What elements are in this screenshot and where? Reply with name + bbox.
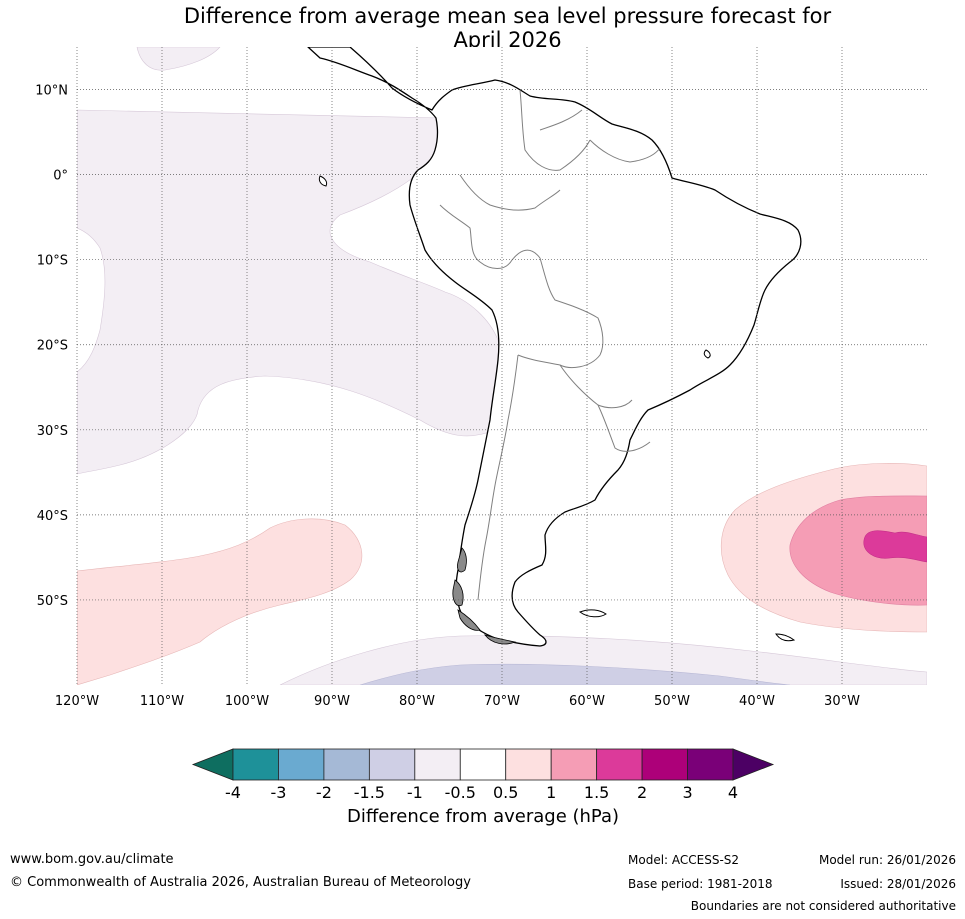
boundaries-disclaimer: Boundaries are not considered authoritat…: [690, 899, 956, 913]
lon-tick-label: 50°W: [654, 694, 690, 709]
anomaly-region-minus-1-5-south: [359, 663, 791, 685]
model-name: Model: ACCESS-S2: [628, 853, 740, 867]
base-period: Base period: 1981-2018: [628, 877, 773, 891]
colorbar-tick: -1: [407, 783, 423, 802]
lat-tick-label: 20°S: [37, 339, 68, 354]
anomaly-region-positive-west: [77, 518, 363, 685]
lat-tick-label: 0°: [53, 169, 68, 184]
colorbar-tick: 3: [682, 783, 692, 802]
map-panel: [77, 47, 927, 685]
lat-tick-label: 30°S: [37, 424, 68, 439]
lat-tick-label: 40°S: [37, 509, 68, 524]
longitude-labels: 120°W 110°W 100°W 90°W 80°W 70°W 60°W 50°W 40°W 3…: [55, 694, 860, 709]
country-boundaries: [439, 89, 661, 601]
copyright-text: © Commonwealth of Australia 2026, Austra…: [10, 875, 471, 890]
colorbar-tick: 4: [728, 783, 738, 802]
colorbar-bin: [596, 748, 643, 781]
colorbar-bin: [278, 748, 325, 781]
lon-tick-label: 80°W: [399, 694, 435, 709]
lat-tick-label: 50°S: [37, 594, 68, 609]
anomaly-region-negative-west: [77, 109, 500, 475]
lon-tick-label: 30°W: [824, 694, 860, 709]
colorbar-title: Difference from average (hPa): [346, 806, 620, 827]
lat-tick-label: 10°S: [37, 254, 68, 269]
south-america-landmass: [307, 47, 802, 647]
lon-tick-label: 90°W: [314, 694, 350, 709]
colorbar-tick: -4: [225, 783, 241, 802]
title-line-1: Difference from average mean sea level p…: [183, 4, 832, 28]
colorbar-tick: -0.5: [445, 783, 476, 802]
colorbar-tick-labels: -4 -3 -2 -1.5 -1 -0.5 0.5 1 1.5 2 3 4: [225, 783, 738, 802]
lon-tick-label: 120°W: [55, 694, 99, 709]
latitude-labels: 10°N 0° 10°S 20°S 30°S 40°S 50°S: [35, 84, 68, 609]
issued-date: Issued: 28/01/2026: [840, 877, 956, 891]
colorbar-tick: 0.5: [493, 783, 518, 802]
colorbar-bin: [687, 748, 734, 781]
colorbar-bin: [505, 748, 552, 781]
colorbar: [191, 748, 775, 781]
lat-tick-label: 10°N: [35, 84, 68, 99]
graticule: [76, 47, 927, 685]
anomaly-region-positive-east-2: [863, 530, 927, 563]
colorbar-high-extend: [732, 748, 775, 781]
colorbar-bin: [550, 748, 598, 781]
colorbar-bin: [323, 748, 370, 781]
website-link[interactable]: www.bom.gov.au/climate: [10, 852, 174, 867]
anomaly-region-positive-east-1-5: [789, 495, 927, 606]
lon-tick-label: 70°W: [484, 694, 520, 709]
colorbar-tick: -3: [270, 783, 286, 802]
lon-tick-label: 110°W: [140, 694, 184, 709]
colorbar-tick: 2: [637, 783, 647, 802]
coastal-details: [318, 175, 796, 642]
model-run-date: Model run: 26/01/2026: [818, 853, 956, 867]
colorbar-tick: 1.5: [584, 783, 609, 802]
colorbar-bin: [232, 748, 279, 781]
lon-tick-label: 40°W: [739, 694, 775, 709]
map-title: Difference from average mean sea level p…: [140, 4, 875, 52]
colorbar-low-extend: [191, 748, 234, 781]
colorbar-bin: [368, 748, 416, 781]
lon-tick-label: 100°W: [225, 694, 269, 709]
colorbar-tick: -1.5: [354, 783, 385, 802]
lon-tick-label: 60°W: [569, 694, 605, 709]
colorbar-tick: 1: [546, 783, 556, 802]
colorbar-tick: -2: [316, 783, 332, 802]
colorbar-bin: [641, 748, 688, 781]
colorbar-bin: [459, 748, 507, 781]
colorbar-bin: [414, 748, 461, 781]
anomaly-region-negative-north: [136, 47, 221, 71]
chilean-archipelago: [452, 547, 517, 645]
